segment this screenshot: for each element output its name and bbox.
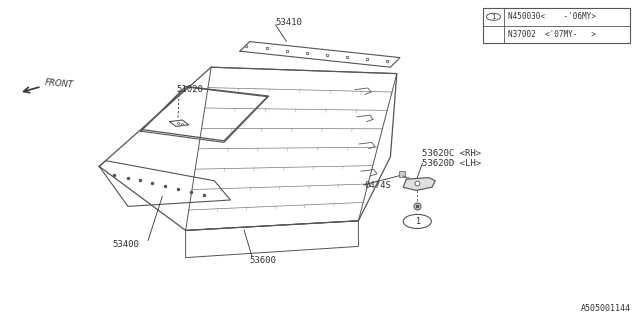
Text: FRONT: FRONT <box>45 78 74 90</box>
Text: N37002  <'07MY-   >: N37002 <'07MY- > <box>508 30 595 39</box>
Text: A505001144: A505001144 <box>580 304 630 313</box>
Text: 0474S: 0474S <box>365 181 392 190</box>
Text: 53600: 53600 <box>250 256 276 265</box>
Text: 53410: 53410 <box>275 18 302 27</box>
Text: 51020: 51020 <box>176 85 203 94</box>
Text: 53400: 53400 <box>112 240 139 249</box>
Text: N450030<    -'06MY>: N450030< -'06MY> <box>508 12 595 21</box>
Text: 53620D <LH>: 53620D <LH> <box>422 159 481 168</box>
Polygon shape <box>403 178 435 190</box>
FancyBboxPatch shape <box>483 8 630 43</box>
Text: 53620C <RH>: 53620C <RH> <box>422 149 481 158</box>
Text: 1: 1 <box>491 14 496 20</box>
Text: 1: 1 <box>415 217 420 226</box>
